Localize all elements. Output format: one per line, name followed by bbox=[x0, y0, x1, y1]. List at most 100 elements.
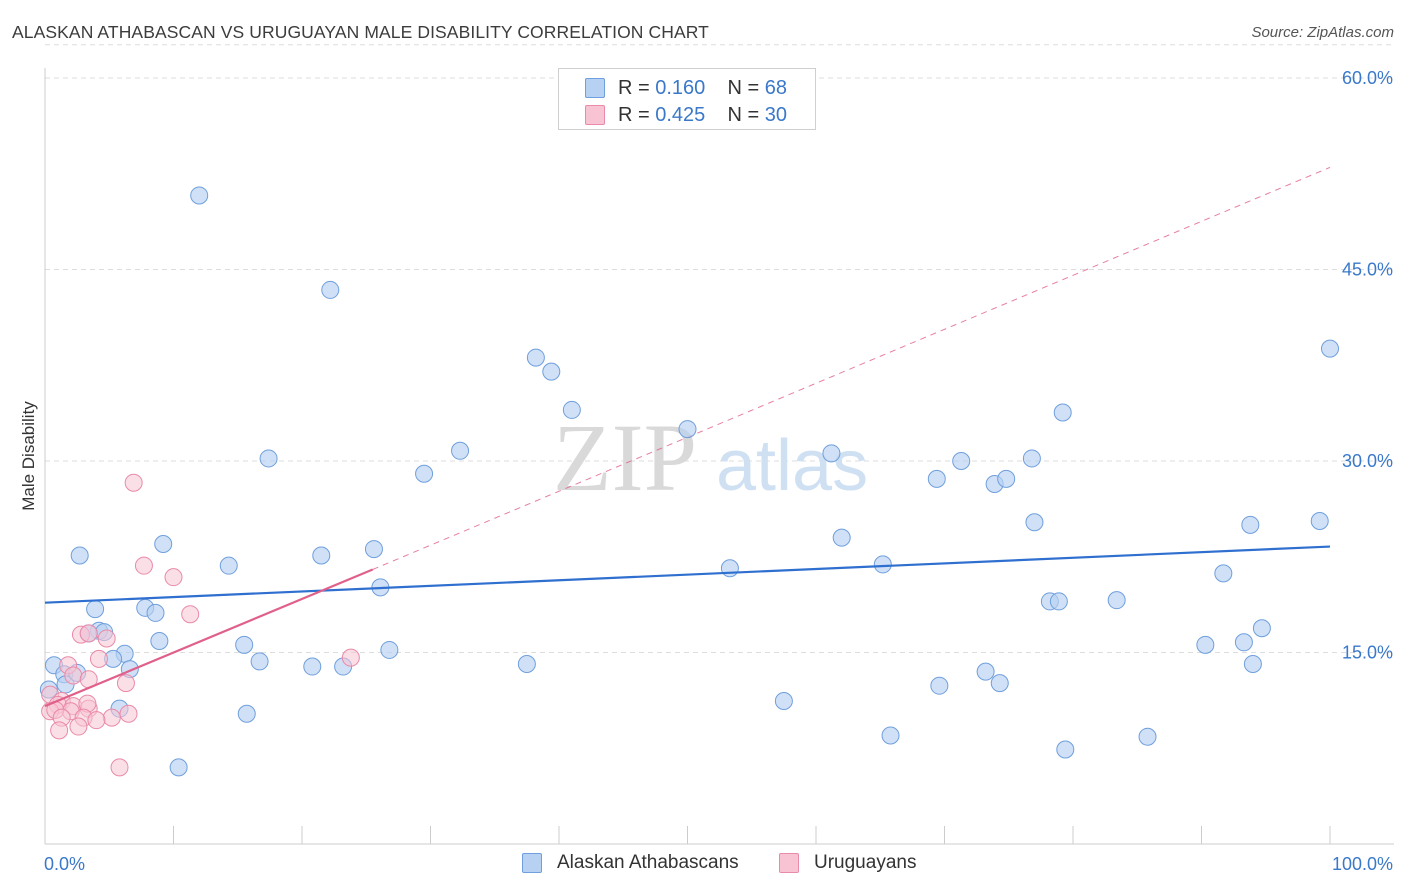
data-point-alaskan-athabascans bbox=[822, 444, 841, 463]
x-tick-label: 0.0% bbox=[44, 854, 85, 874]
data-point-alaskan-athabascans bbox=[542, 362, 561, 381]
y-tick-label: 15.0% bbox=[1342, 643, 1393, 663]
data-point-uruguayans bbox=[102, 708, 121, 727]
data-point-uruguayans bbox=[134, 556, 153, 575]
data-point-uruguayans bbox=[181, 605, 200, 624]
data-point-alaskan-athabascans bbox=[873, 555, 892, 574]
data-point-alaskan-athabascans bbox=[235, 635, 254, 654]
data-point-alaskan-athabascans bbox=[952, 452, 971, 470]
y-tick-label: 60.0% bbox=[1342, 68, 1393, 88]
data-point-alaskan-athabascans bbox=[526, 348, 545, 367]
data-point-alaskan-athabascans bbox=[1243, 654, 1262, 673]
data-point-alaskan-athabascans bbox=[169, 758, 188, 777]
data-point-alaskan-athabascans bbox=[1310, 512, 1329, 531]
trend-lines bbox=[372, 166, 1331, 570]
data-point-alaskan-athabascans bbox=[976, 662, 995, 681]
legend-r-label: R = bbox=[618, 104, 650, 126]
chart-source: Source: ZipAtlas.com bbox=[1251, 24, 1394, 41]
trend-line-alaskan-athabascans bbox=[44, 545, 1331, 604]
data-point-uruguayans bbox=[341, 648, 360, 667]
data-point-alaskan-athabascans bbox=[930, 676, 949, 695]
x-tick-label: 100.0% bbox=[1332, 854, 1393, 874]
data-point-uruguayans bbox=[124, 473, 143, 492]
data-point-alaskan-athabascans bbox=[517, 654, 536, 673]
tick-labels: 15.0% 30.0% 45.0% 60.0% 0.0% 100.0% bbox=[44, 68, 1393, 874]
y-tick-label: 30.0% bbox=[1342, 451, 1393, 471]
data-point-alaskan-athabascans bbox=[86, 600, 105, 619]
data-point-alaskan-athabascans bbox=[1138, 727, 1157, 746]
data-point-uruguayans bbox=[89, 649, 108, 668]
data-point-uruguayans bbox=[87, 711, 106, 730]
bottom-legend-swatch-pink bbox=[779, 853, 799, 873]
data-point-uruguayans bbox=[116, 674, 135, 693]
series-uruguayans bbox=[41, 473, 360, 777]
legend-r-value: 0.425 bbox=[655, 104, 706, 126]
trend-line-uruguayans-extended bbox=[372, 166, 1331, 570]
legend-n-value: 30 bbox=[764, 104, 788, 126]
data-point-alaskan-athabascans bbox=[70, 546, 89, 565]
legend-n-label: N = bbox=[727, 77, 760, 99]
data-point-alaskan-athabascans bbox=[1056, 740, 1075, 759]
data-point-alaskan-athabascans bbox=[259, 449, 278, 468]
data-point-alaskan-athabascans bbox=[927, 469, 946, 488]
data-point-alaskan-athabascans bbox=[1241, 515, 1260, 534]
data-point-alaskan-athabascans bbox=[1025, 513, 1044, 532]
data-point-alaskan-athabascans bbox=[1022, 449, 1041, 468]
data-point-alaskan-athabascans bbox=[312, 546, 331, 565]
data-point-alaskan-athabascans bbox=[1049, 592, 1068, 611]
data-point-alaskan-athabascans bbox=[1053, 403, 1072, 422]
data-point-alaskan-athabascans bbox=[997, 469, 1016, 488]
data-point-alaskan-athabascans bbox=[146, 603, 165, 622]
data-point-alaskan-athabascans bbox=[237, 704, 256, 723]
legend-swatch-blue bbox=[585, 78, 605, 98]
data-point-uruguayans bbox=[50, 721, 69, 740]
data-point-alaskan-athabascans bbox=[720, 559, 739, 578]
chart-title: ALASKAN ATHABASCAN VS URUGUAYAN MALE DIS… bbox=[12, 22, 709, 42]
data-point-alaskan-athabascans bbox=[990, 674, 1009, 693]
legend-swatch-pink bbox=[585, 105, 605, 125]
gridlines bbox=[45, 44, 1394, 653]
data-point-alaskan-athabascans bbox=[190, 186, 209, 205]
legend-r-value: 0.160 bbox=[655, 77, 706, 99]
data-point-alaskan-athabascans bbox=[1252, 619, 1271, 638]
data-point-uruguayans bbox=[97, 629, 116, 648]
bottom-legend-label: Alaskan Athabascans bbox=[557, 852, 739, 873]
data-point-alaskan-athabascans bbox=[881, 726, 900, 745]
data-point-alaskan-athabascans bbox=[364, 540, 383, 559]
data-point-alaskan-athabascans bbox=[303, 657, 322, 676]
data-point-uruguayans bbox=[79, 624, 98, 643]
data-point-alaskan-athabascans bbox=[154, 534, 173, 553]
data-point-uruguayans bbox=[64, 666, 83, 685]
data-point-alaskan-athabascans bbox=[832, 528, 851, 547]
data-point-uruguayans bbox=[110, 758, 129, 777]
trend-line-uruguayans bbox=[44, 568, 374, 708]
watermark-atlas: atlas bbox=[716, 426, 868, 506]
legend-n-label: N = bbox=[727, 104, 760, 126]
data-point-uruguayans bbox=[69, 717, 88, 736]
data-point-uruguayans bbox=[164, 568, 183, 587]
watermark-zip: ZIP bbox=[553, 404, 697, 511]
data-point-alaskan-athabascans bbox=[1196, 635, 1215, 654]
data-point-alaskan-athabascans bbox=[250, 652, 269, 671]
data-point-alaskan-athabascans bbox=[150, 632, 169, 651]
y-axis-label: Male Disability bbox=[19, 401, 38, 511]
data-point-alaskan-athabascans bbox=[380, 640, 399, 659]
data-point-uruguayans bbox=[119, 704, 138, 723]
data-point-alaskan-athabascans bbox=[1234, 633, 1253, 652]
y-tick-label: 45.0% bbox=[1342, 260, 1393, 280]
data-point-alaskan-athabascans bbox=[1107, 591, 1126, 610]
data-point-alaskan-athabascans bbox=[219, 556, 238, 575]
stats-legend: R = 0.160 N = 68 R = 0.425 N = 30 bbox=[558, 68, 816, 130]
data-point-alaskan-athabascans bbox=[562, 400, 581, 419]
data-point-alaskan-athabascans bbox=[321, 280, 340, 299]
data-point-alaskan-athabascans bbox=[1214, 564, 1233, 583]
data-point-alaskan-athabascans bbox=[451, 441, 470, 460]
data-point-alaskan-athabascans bbox=[774, 692, 793, 711]
data-point-alaskan-athabascans bbox=[415, 464, 434, 483]
bottom-legend-swatch-blue bbox=[522, 853, 542, 873]
watermark: ZIP atlas bbox=[553, 404, 868, 511]
legend-r-label: R = bbox=[618, 77, 650, 99]
legend-n-value: 68 bbox=[764, 77, 788, 99]
data-point-alaskan-athabascans bbox=[678, 420, 697, 439]
